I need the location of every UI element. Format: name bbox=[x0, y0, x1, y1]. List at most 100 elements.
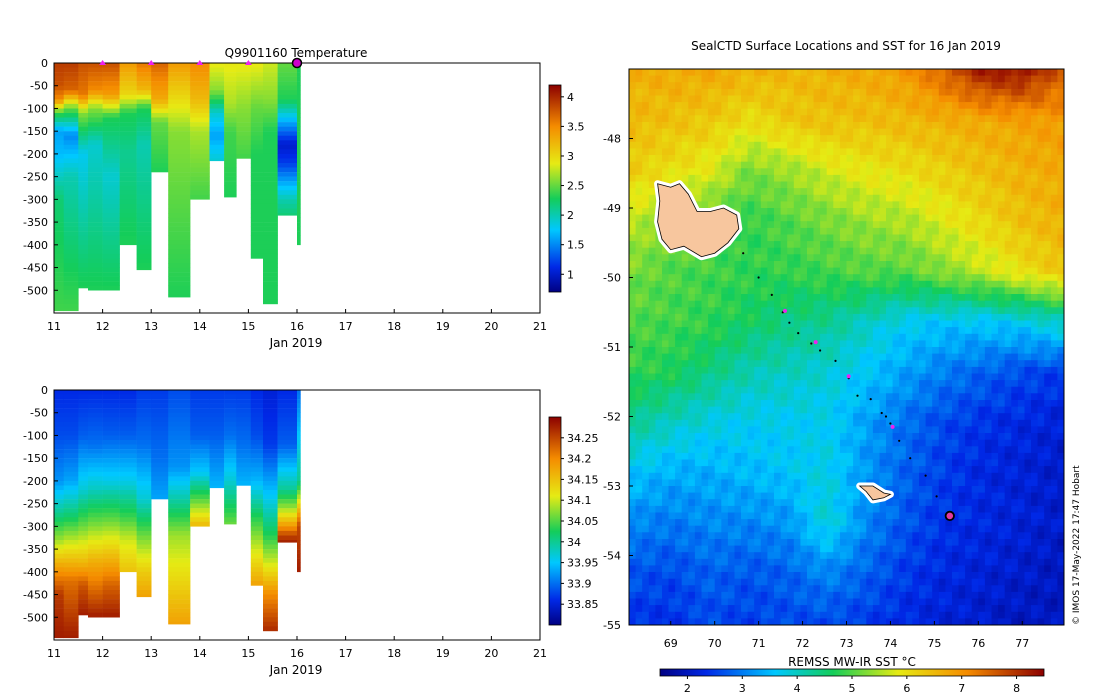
temperature-cell bbox=[209, 135, 225, 141]
salinity-cell bbox=[119, 530, 137, 536]
sst-cell bbox=[774, 373, 781, 381]
sst-cell bbox=[635, 320, 643, 328]
temperature-cell bbox=[63, 163, 79, 168]
sst-cell bbox=[780, 141, 788, 149]
sst-cell bbox=[642, 366, 650, 374]
sst-cell bbox=[971, 261, 979, 268]
sst-cell bbox=[767, 373, 775, 381]
sst-cell bbox=[1011, 300, 1019, 308]
temperature-y-tick-label: -400 bbox=[23, 239, 48, 252]
sst-cell bbox=[701, 261, 709, 268]
sst-cell bbox=[714, 115, 722, 123]
sst-cell bbox=[839, 181, 847, 189]
sst-cell bbox=[886, 320, 893, 328]
salinity-profile bbox=[78, 390, 89, 616]
sst-cell bbox=[681, 261, 689, 268]
sst-cell bbox=[826, 406, 834, 414]
sst-cell bbox=[899, 201, 907, 209]
sst-cell bbox=[872, 221, 880, 229]
temperature-cell bbox=[263, 167, 278, 173]
sst-cell bbox=[872, 227, 880, 235]
sst-cell bbox=[1004, 366, 1012, 374]
sst-cell bbox=[668, 327, 676, 335]
temperature-cell bbox=[136, 222, 152, 227]
sst-cell bbox=[655, 287, 663, 295]
sst-cell bbox=[1004, 287, 1012, 295]
temperature-y-tick-label: -300 bbox=[23, 193, 48, 206]
sst-cell bbox=[886, 400, 893, 407]
sst-cell bbox=[708, 274, 716, 282]
sst-cell bbox=[866, 353, 874, 361]
sst-cell bbox=[668, 313, 676, 321]
sst-cell bbox=[708, 181, 716, 189]
sst-cell bbox=[701, 88, 709, 96]
salinity-cell bbox=[297, 440, 301, 445]
temperature-cell bbox=[250, 176, 264, 182]
sst-cell bbox=[912, 373, 920, 381]
sst-cell bbox=[787, 274, 795, 282]
salinity-cell bbox=[277, 490, 298, 495]
sst-cell bbox=[714, 148, 722, 156]
sst-cell bbox=[721, 373, 729, 381]
sst-cell bbox=[747, 373, 755, 381]
sst-cell bbox=[1037, 274, 1045, 282]
sst-cell bbox=[648, 360, 656, 368]
sst-cell bbox=[642, 201, 650, 209]
sst-cell bbox=[991, 141, 999, 149]
sst-cell bbox=[872, 274, 880, 282]
salinity-cell bbox=[277, 430, 298, 436]
sst-cell bbox=[662, 340, 669, 348]
sst-cell bbox=[846, 300, 854, 308]
salinity-cell bbox=[136, 540, 152, 545]
salinity-cell bbox=[54, 544, 64, 550]
temperature-cell bbox=[236, 81, 252, 86]
temperature-cell bbox=[102, 176, 120, 182]
sst-cell bbox=[820, 261, 828, 268]
salinity-cell bbox=[224, 494, 237, 500]
sst-cell bbox=[681, 82, 689, 90]
sst-cell bbox=[872, 366, 880, 374]
temperature-cell bbox=[63, 240, 79, 246]
sst-cell bbox=[932, 280, 940, 288]
sst-cell bbox=[648, 247, 656, 255]
sst-cell bbox=[919, 247, 926, 255]
salinity-cell bbox=[263, 521, 278, 527]
sst-cell bbox=[1057, 406, 1064, 414]
sst-cell bbox=[991, 267, 999, 275]
sst-cell bbox=[780, 353, 788, 361]
sst-cell bbox=[800, 340, 808, 348]
sst-cell bbox=[945, 75, 953, 83]
sst-cell bbox=[853, 393, 861, 401]
salinity-cell bbox=[151, 408, 169, 413]
sst-cell bbox=[925, 320, 933, 328]
sst-cell bbox=[952, 122, 959, 129]
sst-cell bbox=[866, 386, 874, 394]
temperature-cell bbox=[88, 222, 103, 227]
sst-cell bbox=[1024, 360, 1032, 368]
sst-cell bbox=[787, 287, 795, 295]
sst-cell bbox=[945, 347, 953, 354]
sst-cell bbox=[1017, 353, 1025, 361]
sst-cell bbox=[879, 88, 887, 96]
sst-cell bbox=[727, 366, 735, 374]
temperature-cell bbox=[88, 122, 103, 127]
salinity-cell bbox=[236, 403, 252, 409]
temperature-profile bbox=[209, 63, 225, 162]
sst-cell bbox=[938, 208, 946, 215]
sst-cell bbox=[905, 247, 913, 255]
sst-cell bbox=[1044, 115, 1052, 123]
sst-cell bbox=[826, 280, 834, 288]
sst-cell bbox=[747, 287, 755, 295]
sst-cell bbox=[648, 128, 656, 136]
sst-cell bbox=[925, 241, 933, 249]
temperature-cell bbox=[63, 81, 79, 86]
sst-cell bbox=[945, 261, 953, 268]
sst-cell bbox=[820, 347, 828, 354]
sst-cell bbox=[694, 353, 702, 361]
salinity-cell bbox=[151, 453, 169, 459]
temperature-cell bbox=[263, 90, 278, 96]
sst-cell bbox=[925, 141, 933, 149]
sst-cell bbox=[872, 69, 880, 76]
sst-cell bbox=[965, 128, 973, 136]
salinity-cell bbox=[190, 512, 210, 518]
